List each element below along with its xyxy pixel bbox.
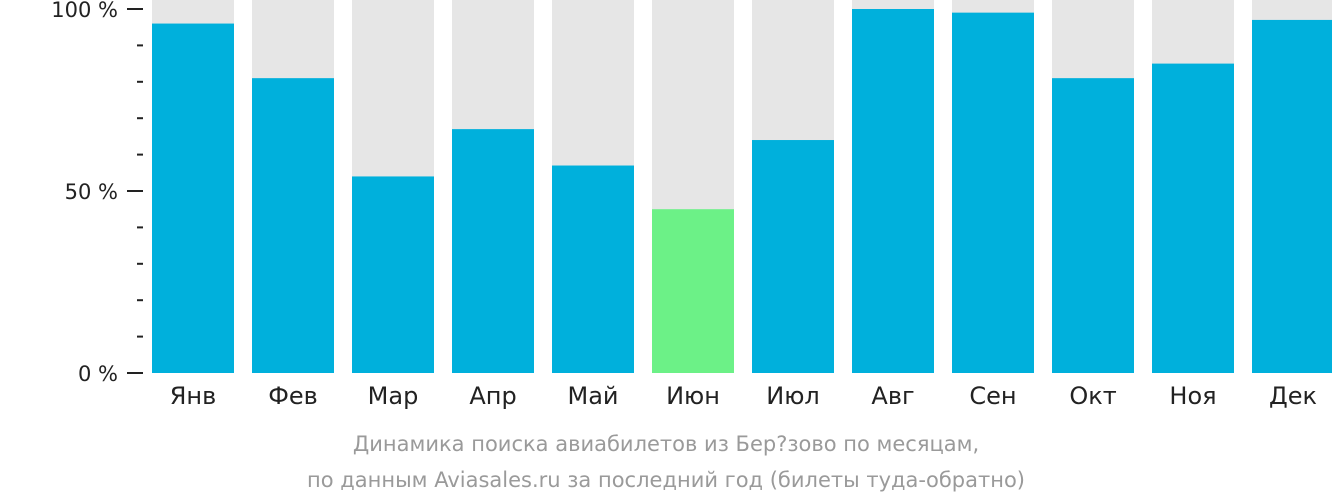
x-tick-label-2: Фев (268, 382, 318, 410)
x-tick-label-1: Янв (170, 382, 217, 410)
x-tick-label-5: Май (567, 382, 618, 410)
x-tick-label-9: Сен (969, 382, 1016, 410)
chart-caption-line-1: Динамика поиска авиабилетов из Бер?зово … (352, 432, 980, 456)
x-tick-label-7: Июл (766, 382, 820, 410)
chart-caption-line-2: по данным Aviasales.ru за последний год … (307, 468, 1025, 492)
bar-3 (352, 176, 434, 373)
y-tick-label-1: 0 % (78, 362, 118, 386)
bar-4 (452, 129, 534, 373)
bar-chart: Янв Фев Мар Апр Май Июн Июл Авг Сен Окт Ноя Дек 0 % 5… (51, 0, 1332, 410)
bar-7 (752, 140, 834, 373)
y-tick-label-2: 50 % (65, 180, 118, 204)
bar-8 (852, 9, 934, 373)
x-tick-label-8: Авг (871, 382, 914, 410)
x-tick-label-11: Ноя (1169, 382, 1216, 410)
x-tick-label-10: Окт (1069, 382, 1116, 410)
y-tick-label-3: 100 % (51, 0, 118, 22)
bar-2 (252, 78, 334, 373)
bar-12 (1252, 19, 1332, 373)
bar-1 (152, 23, 234, 374)
x-tick-label-3: Мар (368, 382, 419, 410)
bar-5 (552, 165, 634, 373)
bar-9 (952, 12, 1034, 373)
bar-10 (1052, 78, 1134, 373)
x-tick-label-4: Апр (469, 382, 516, 410)
x-tick-label-12: Дек (1269, 382, 1317, 410)
bar-11 (1152, 63, 1234, 373)
x-tick-label-6: Июн (666, 382, 720, 410)
bar-6 (652, 209, 734, 373)
